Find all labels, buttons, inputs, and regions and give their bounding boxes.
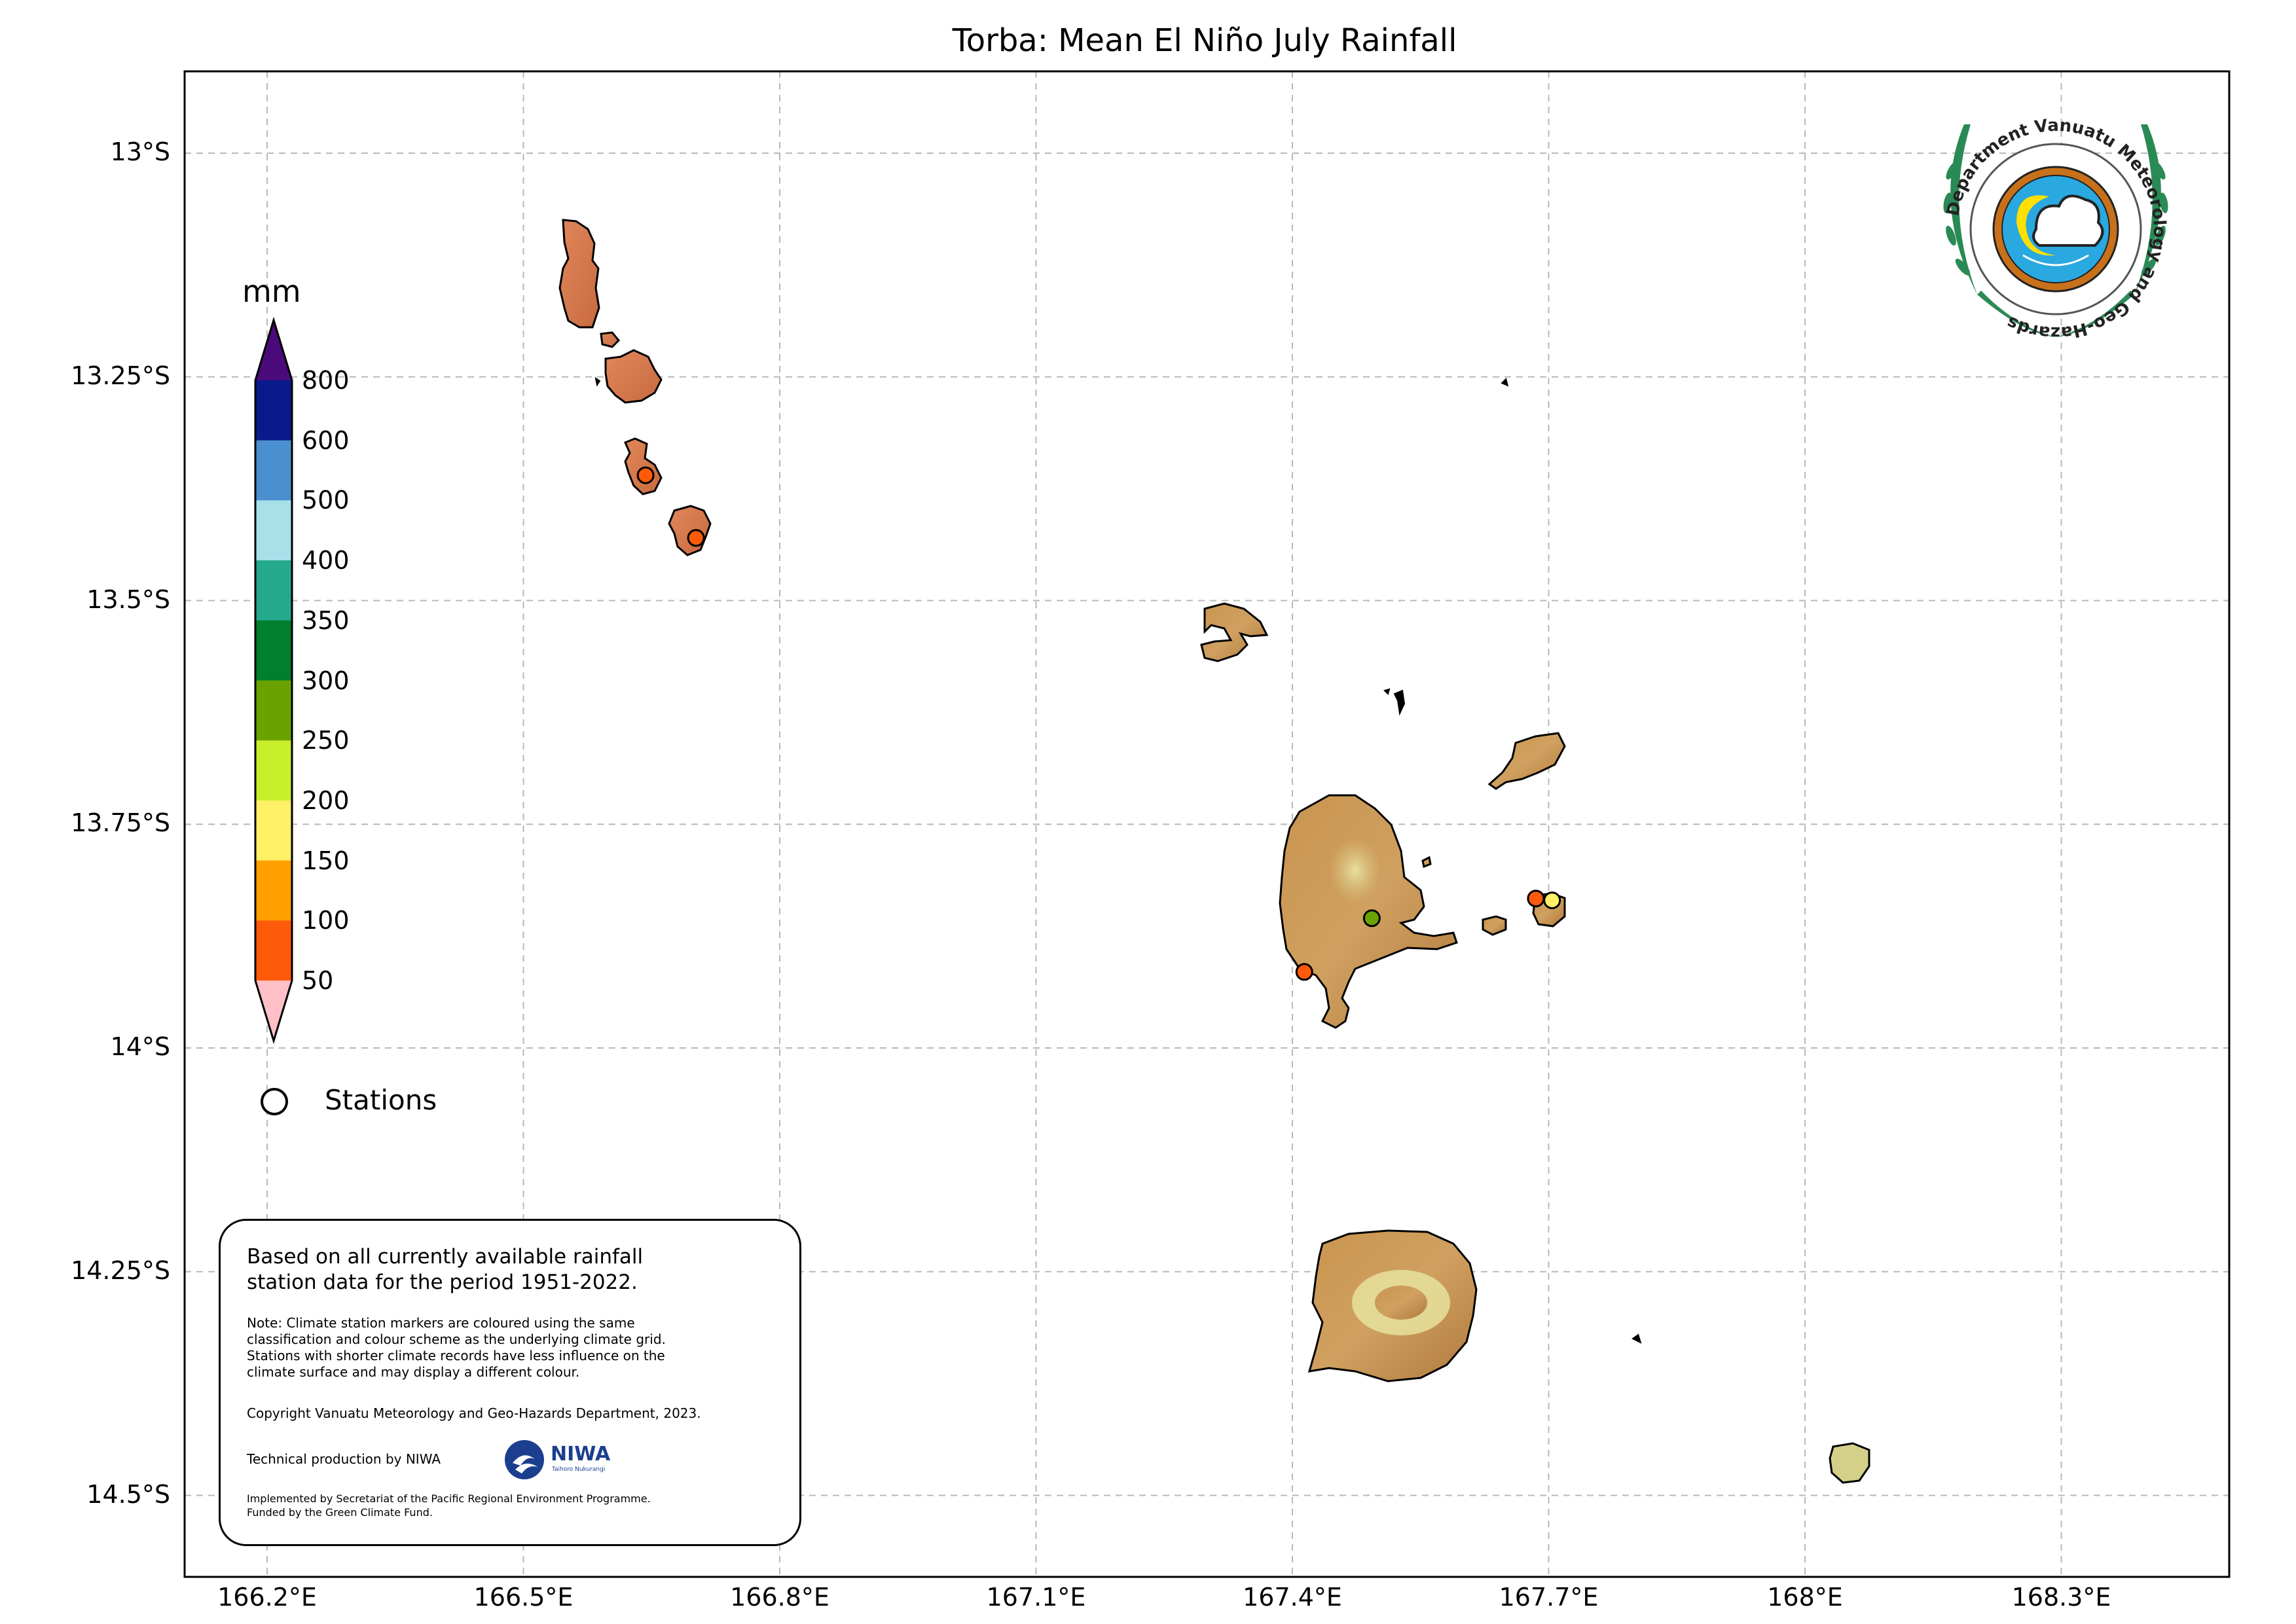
colorbar-segment — [255, 920, 292, 981]
colorbar-tick-label: 500 — [302, 486, 350, 515]
colorbar-over-extension — [255, 320, 292, 380]
colorbar-tick-label: 150 — [302, 846, 350, 875]
colorbar-segment — [255, 680, 292, 741]
island-loh — [624, 437, 663, 496]
colorbar-segment — [255, 860, 292, 921]
stations-legend-marker — [261, 1088, 288, 1115]
colorbar-under-extension — [255, 981, 292, 1041]
info-box: Based on all currently available rainfal… — [219, 1219, 801, 1546]
island-mota — [1482, 915, 1507, 936]
island-ureparapara — [1200, 602, 1269, 662]
lat-tick-label: 14.25°S — [71, 1255, 170, 1285]
colorbar-segment — [255, 500, 292, 561]
colorbar-tick-label: 800 — [302, 366, 350, 395]
map-title: Torba: Mean El Niño July Rainfall — [952, 22, 1457, 59]
island-mota-lava — [1487, 732, 1566, 790]
lon-tick-label: 168°E — [1767, 1583, 1843, 1612]
info-copyright: Copyright Vanuatu Meteorology and Geo-Ha… — [247, 1405, 701, 1421]
colorbar-segment — [255, 740, 292, 801]
colorbar-unit: mm — [242, 274, 301, 309]
lon-tick-label: 167.4°E — [1243, 1583, 1342, 1612]
colorbar-tick-label: 50 — [302, 966, 334, 995]
station-marker — [636, 466, 655, 484]
colorbar-segment — [255, 620, 292, 681]
colorbar-tick-label: 400 — [302, 546, 350, 575]
vmgd-logo: Department Vanuatu Meteorology and Geo-H… — [1943, 116, 2169, 342]
niwa-subtitle: Taihoro Nukurangi — [551, 1466, 605, 1473]
station-marker — [687, 529, 705, 547]
station-marker — [1527, 890, 1545, 908]
lon-tick-label: 166.8°E — [730, 1583, 829, 1612]
niwa-name: NIWA — [551, 1443, 611, 1466]
colorbar-tick-label: 300 — [302, 666, 350, 695]
colorbar-tick-label: 200 — [302, 785, 350, 815]
lat-tick-label: 13°S — [110, 137, 170, 166]
lat-tick-label: 13.5°S — [86, 585, 170, 614]
colorbar-segment — [255, 440, 292, 501]
islands — [558, 219, 1870, 1484]
colorbar — [254, 316, 293, 1045]
colorbar-tick-label: 100 — [302, 906, 350, 935]
lat-tick-label: 13.75°S — [71, 808, 170, 838]
station-marker — [1543, 891, 1561, 909]
island-merelava — [1829, 1442, 1870, 1484]
info-technical: Technical production by NIWA — [247, 1451, 441, 1467]
lon-tick-label: 167.7°E — [1499, 1583, 1599, 1612]
lat-tick-label: 14°S — [110, 1032, 170, 1061]
station-marker — [1295, 963, 1313, 981]
lon-tick-label: 166.2°E — [217, 1583, 317, 1612]
info-main-text: Based on all currently available rainfal… — [247, 1245, 644, 1294]
lon-tick-label: 166.5°E — [473, 1583, 574, 1612]
island-tegua-islet — [600, 331, 621, 348]
info-note-text: Note: Climate station markers are colour… — [247, 1315, 666, 1380]
colorbar-tick-label: 600 — [302, 425, 350, 455]
station-markers — [636, 466, 1561, 981]
lat-tick-label: 14.5°S — [86, 1479, 170, 1509]
station-marker — [1362, 909, 1381, 928]
colorbar-tick-label: 250 — [302, 726, 350, 755]
lon-tick-label: 168.3°E — [2011, 1583, 2111, 1612]
stations-legend-label: Stations — [325, 1084, 437, 1116]
lon-tick-label: 167.1°E — [986, 1583, 1086, 1612]
niwa-logo: NIWA Taihoro Nukurangi — [505, 1440, 611, 1479]
colorbar-tick-label: 350 — [302, 605, 350, 635]
colorbar-outline — [254, 316, 293, 1045]
colorbar-segment — [255, 800, 292, 861]
island-tegua — [604, 349, 663, 404]
colorbar-segment — [255, 560, 292, 621]
island-toga — [668, 505, 712, 556]
lat-tick-label: 13.25°S — [71, 361, 170, 390]
island-hiu — [558, 219, 600, 329]
colorbar-segment — [255, 380, 292, 441]
info-implementation: Implemented by Secretariat of the Pacifi… — [247, 1492, 651, 1519]
map-frame — [183, 70, 2231, 1578]
